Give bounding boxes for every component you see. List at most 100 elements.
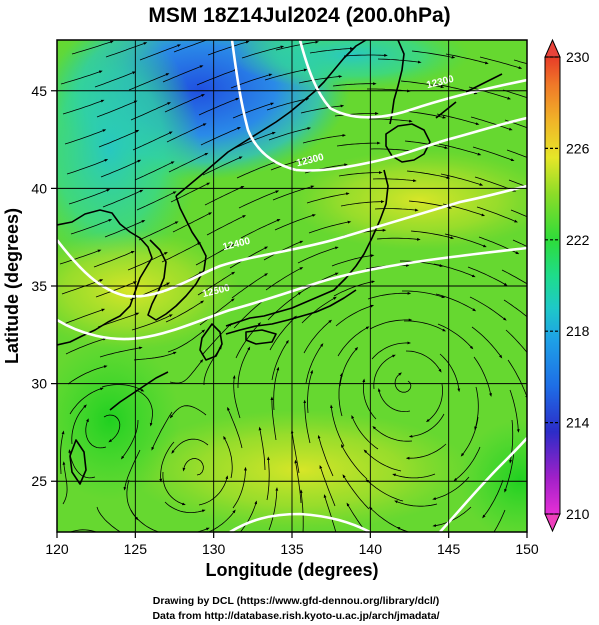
streamline	[60, 430, 65, 475]
x-tick-label: 125	[124, 541, 148, 557]
streamline	[336, 141, 381, 147]
streamline	[503, 299, 527, 318]
streamline	[223, 435, 233, 479]
field-cyan-region-2	[230, 40, 470, 90]
streamline	[371, 341, 411, 360]
streamline	[370, 148, 415, 153]
coast-honshu	[225, 169, 389, 327]
streamline	[239, 500, 258, 532]
streamline	[167, 527, 210, 532]
streamline	[373, 354, 396, 390]
colorbar-tick-label: 222	[566, 232, 590, 248]
x-tick-label: 140	[359, 541, 383, 557]
y-tick-label: 25	[31, 473, 47, 489]
streamline	[331, 254, 375, 267]
streamline	[266, 97, 310, 111]
streamline	[232, 466, 247, 509]
streamline	[472, 146, 515, 161]
streamline	[369, 118, 413, 123]
streamline	[134, 161, 175, 181]
streamline	[169, 359, 204, 384]
streamline	[130, 102, 172, 121]
streamline	[425, 383, 444, 423]
streamline	[374, 208, 419, 212]
streamline	[411, 50, 456, 59]
contour-12200-west	[230, 40, 297, 172]
streamline	[476, 206, 518, 223]
streamline	[346, 502, 367, 532]
streamline	[93, 251, 135, 268]
streamline	[135, 389, 153, 427]
streamline	[297, 246, 339, 264]
streamline	[103, 414, 121, 443]
x-axis-label: Longitude (degrees)	[205, 560, 378, 580]
streamline	[182, 458, 204, 476]
streamline	[99, 346, 143, 358]
streamline	[309, 47, 354, 54]
streamline	[303, 399, 311, 444]
streamline	[406, 170, 451, 179]
streamline	[60, 70, 103, 85]
coast-ryukyu	[109, 371, 169, 411]
streamline	[410, 230, 455, 240]
streamline	[303, 319, 332, 354]
coast-shikoku	[245, 329, 277, 345]
streamline	[95, 281, 137, 298]
streamline	[62, 99, 105, 115]
coastlines	[57, 40, 503, 485]
streamline	[444, 233, 487, 248]
field-warm-region-2	[290, 150, 527, 250]
streamline	[369, 318, 413, 330]
streamline	[207, 509, 236, 532]
coast-china-korea	[57, 209, 153, 346]
x-tick-label: 120	[45, 541, 69, 557]
streamline	[432, 476, 470, 500]
field-cyan-region	[57, 40, 200, 280]
streamline	[101, 384, 145, 392]
streamline	[68, 189, 111, 205]
streamline	[294, 459, 302, 504]
colorbar-tick-label: 230	[566, 49, 590, 65]
streamline	[332, 82, 377, 87]
streamline	[337, 326, 370, 357]
streamline	[201, 323, 232, 356]
contour-12500	[57, 246, 527, 341]
streamline	[340, 444, 368, 480]
geopotential-contours	[57, 40, 527, 532]
streamline	[513, 59, 527, 65]
colorbar-ticks: 230 226 222 218 214 210	[545, 49, 590, 522]
streamline	[99, 537, 108, 540]
streamline	[468, 86, 512, 100]
streamline	[232, 102, 275, 119]
streamline	[202, 156, 243, 176]
streamline	[59, 249, 102, 265]
contour-12500-south-2	[229, 512, 371, 532]
streamline	[274, 214, 316, 231]
streamline	[404, 320, 447, 332]
streamline	[460, 416, 479, 457]
streamline	[238, 190, 280, 209]
streamline	[396, 527, 411, 532]
coast-korea	[147, 195, 207, 321]
streamline	[377, 58, 422, 64]
streamline	[405, 350, 442, 373]
coast-taiwan	[69, 439, 87, 485]
streamline	[100, 159, 142, 178]
streamline	[508, 179, 527, 188]
streamline	[507, 359, 527, 399]
colorbar-top-triangle	[544, 38, 561, 58]
streamline	[470, 116, 513, 131]
streamline	[335, 304, 375, 327]
streamline	[199, 298, 235, 326]
field-warm-region-3	[130, 410, 470, 530]
y-tick-label: 45	[31, 83, 47, 99]
streamline	[372, 425, 413, 442]
streamline	[270, 396, 277, 441]
streamline	[482, 479, 504, 519]
streamline	[471, 326, 503, 359]
streamline	[197, 271, 236, 296]
field-green-region	[57, 340, 180, 500]
streamline	[271, 339, 289, 381]
streamline	[408, 413, 445, 438]
